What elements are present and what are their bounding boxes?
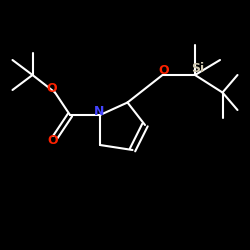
Text: Si: Si: [191, 62, 204, 75]
Text: N: N: [94, 105, 104, 118]
Text: O: O: [46, 82, 56, 95]
Text: O: O: [47, 134, 58, 146]
Text: O: O: [158, 64, 169, 76]
